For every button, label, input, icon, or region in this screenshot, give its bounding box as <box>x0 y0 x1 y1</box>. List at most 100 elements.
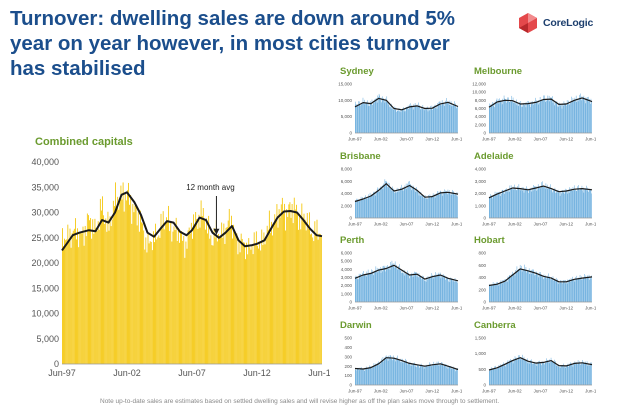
adelaide-bar <box>493 194 495 218</box>
canberra-bar <box>505 362 507 385</box>
melbourne-bar <box>523 102 525 133</box>
combined-bar <box>259 243 261 364</box>
adelaide-bar <box>507 190 508 218</box>
hobart-bar <box>507 276 509 302</box>
brisbane-bar <box>361 198 362 218</box>
darwin-y-tick-label: 500 <box>344 336 352 341</box>
canberra-bar <box>508 360 510 385</box>
hobart-bar <box>492 284 493 302</box>
adelaide-bar <box>517 186 518 218</box>
brisbane-bar <box>432 193 434 218</box>
canberra-bar <box>495 365 496 385</box>
perth-bar <box>385 271 386 302</box>
canberra-bar <box>528 363 530 385</box>
perth-bar <box>391 264 392 302</box>
brisbane-bar <box>364 196 365 218</box>
sydney-bar <box>394 109 396 133</box>
hobart-bar <box>577 278 579 302</box>
perth-bar <box>379 269 380 302</box>
sydney-bar <box>412 109 414 133</box>
brisbane-bar <box>356 200 358 218</box>
melbourne-bar <box>545 101 546 133</box>
sydney-bar <box>457 106 458 133</box>
brisbane-bar <box>396 192 397 218</box>
hobart-bar <box>509 275 511 302</box>
sydney-bar <box>417 106 418 133</box>
melbourne-bar <box>515 103 516 133</box>
sydney-bar <box>385 101 387 133</box>
adelaide-bar <box>543 186 545 218</box>
canberra-bar <box>503 362 504 385</box>
hobart-bar <box>590 276 591 302</box>
melbourne-bar <box>540 101 541 133</box>
brisbane-bar <box>380 187 382 218</box>
darwin-bar <box>388 355 389 385</box>
adelaide-bar <box>563 190 565 218</box>
melbourne-bar <box>492 105 494 133</box>
adelaide-bar <box>543 185 544 218</box>
darwin-bar <box>408 363 409 385</box>
melbourne-bar <box>507 97 508 133</box>
darwin-bar <box>441 364 443 385</box>
hobart-bar <box>545 275 546 302</box>
hobart-bar <box>561 280 563 302</box>
brisbane-bar <box>365 198 367 218</box>
canberra-bar <box>507 360 509 385</box>
perth-bar <box>423 279 425 302</box>
darwin-bar <box>364 370 365 385</box>
hobart-bar <box>587 275 588 302</box>
hobart-bar <box>563 280 564 302</box>
canberra-x-tick-label: Jun-12 <box>559 389 573 394</box>
canberra-bar <box>513 358 514 385</box>
melbourne-bar <box>513 102 514 133</box>
combined-bar <box>117 196 119 364</box>
adelaide-bar <box>577 186 578 218</box>
combined-bar <box>258 248 259 364</box>
brisbane-bar <box>382 189 384 218</box>
hobart-bar <box>570 278 572 302</box>
sydney-bar <box>376 98 377 133</box>
adelaide-bar <box>554 187 556 218</box>
perth-bar <box>376 267 378 302</box>
perth-bar <box>403 269 405 302</box>
darwin-bar <box>433 361 435 385</box>
perth-bar <box>388 268 389 302</box>
adelaide-bar <box>514 184 515 218</box>
canberra-bar <box>492 368 494 385</box>
melbourne-bar <box>588 96 589 133</box>
melbourne-bar <box>527 100 529 133</box>
brisbane-bar <box>358 201 360 218</box>
darwin-bar <box>390 355 391 385</box>
combined-bar <box>157 237 159 364</box>
sydney-bar <box>384 102 386 133</box>
canberra-bar <box>561 365 563 385</box>
brisbane-bar <box>393 188 395 218</box>
combined-bar <box>155 223 157 364</box>
perth-bar <box>425 280 426 302</box>
combined-bar <box>111 219 113 364</box>
perth-bar <box>365 275 366 302</box>
melbourne-bar <box>562 103 563 133</box>
melbourne-bar <box>494 107 495 133</box>
melbourne-y-tick-label: 2,000 <box>475 122 487 127</box>
perth-bar <box>448 281 449 302</box>
combined-bar <box>300 229 302 364</box>
darwin-x-tick-label: Jun-17 <box>451 389 462 394</box>
adelaide-bar <box>509 185 511 218</box>
hobart-bar <box>522 269 523 302</box>
perth-bar <box>433 277 435 302</box>
combined-bar <box>277 227 279 364</box>
darwin-bar <box>414 362 415 385</box>
combined-bar <box>267 229 269 364</box>
sydney-bar <box>362 103 363 133</box>
darwin-bar <box>378 361 379 385</box>
brisbane-bar <box>392 186 393 218</box>
combined-bar <box>62 228 63 364</box>
darwin-bar <box>426 365 427 385</box>
adelaide-bar <box>542 181 543 218</box>
darwin-y-tick-label: 100 <box>344 373 352 378</box>
darwin-bar <box>355 368 357 385</box>
melbourne-bar <box>559 104 561 133</box>
adelaide-bar <box>580 188 581 218</box>
